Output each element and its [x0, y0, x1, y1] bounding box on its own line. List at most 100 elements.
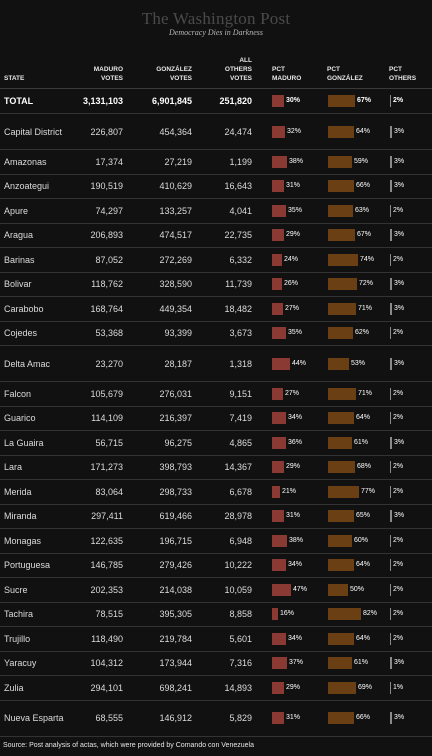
pct-others-label: 3% — [394, 438, 405, 446]
pct-others-bar — [390, 485, 391, 498]
pct-gonzalez-label: 66% — [356, 714, 371, 721]
table-row: Anzoategui 190,519 410,629 16,643 31% 66% 3% — [0, 175, 432, 199]
header-pct-maduro-line1: PCT — [272, 66, 285, 73]
others-votes: 9,151 — [229, 388, 252, 399]
pct-gonzalez-label: 60% — [354, 536, 369, 544]
header-gonzalez-votes: GONZÁLEZ VOTES — [156, 65, 192, 83]
header-state: STATE — [4, 75, 25, 82]
pct-others-label: 3% — [394, 127, 405, 135]
gonzalez-votes: 454,364 — [159, 126, 192, 137]
pct-maduro-bar — [272, 657, 287, 670]
maduro-votes: 118,490 — [91, 633, 123, 644]
pct-gonzalez-label: 66% — [356, 182, 371, 190]
pct-maduro-label: 34% — [288, 634, 303, 642]
state-name: Falcon — [4, 388, 32, 399]
masthead: The Washington Post Democracy Dies in Da… — [0, 0, 432, 44]
pct-maduro-bar — [272, 387, 283, 400]
pct-others-label: 2% — [393, 414, 404, 422]
others-votes: 1,318 — [229, 358, 252, 369]
table-body: TOTAL 3,131,103 6,901,845 251,820 30% 67% 2% Ca… — [0, 89, 432, 737]
pct-maduro-label: 29% — [286, 683, 301, 691]
pct-maduro-bar — [272, 204, 286, 217]
pct-others-label: 2% — [393, 585, 404, 593]
pct-gonzalez-label: 74% — [360, 255, 375, 263]
pct-others-bar — [390, 302, 392, 315]
others-votes: 11,739 — [225, 279, 252, 290]
table-row: Aragua 206,893 474,517 22,735 29% 67% 3% — [0, 224, 432, 248]
pct-gonzalez-bar — [328, 608, 361, 621]
pct-others-bar — [390, 155, 392, 168]
gonzalez-votes: 449,354 — [159, 303, 192, 314]
pct-gonzalez-label: 64% — [356, 634, 371, 642]
pct-others-label: 2% — [393, 206, 404, 214]
state-name: Yaracuy — [4, 658, 37, 669]
pct-others-bar — [390, 461, 391, 474]
pct-gonzalez-label: 64% — [356, 127, 371, 135]
pct-others-label: 3% — [394, 359, 405, 367]
others-votes: 14,893 — [224, 682, 252, 693]
pct-maduro-bar — [272, 412, 286, 425]
pct-gonzalez-bar — [328, 180, 354, 193]
state-name: Bolivar — [4, 279, 32, 290]
maduro-votes: 78,515 — [95, 609, 123, 620]
pct-maduro-bar — [272, 583, 291, 596]
state-name: La Guaira — [4, 437, 44, 448]
pct-gonzalez-label: 53% — [351, 359, 366, 367]
pct-others-label: 2% — [393, 610, 404, 618]
pct-gonzalez-bar — [328, 302, 356, 315]
gonzalez-votes: 398,793 — [159, 462, 192, 473]
state-name: Barinas — [4, 254, 35, 265]
pct-maduro-bar — [272, 632, 286, 645]
header-others-votes-line3: VOTES — [229, 75, 252, 82]
table-row: Apure 74,297 133,257 4,041 35% 63% 2% — [0, 199, 432, 224]
gonzalez-votes: 214,038 — [159, 584, 192, 595]
pct-others-label: 2% — [393, 487, 404, 495]
pct-others-bar — [390, 559, 391, 572]
gonzalez-votes: 619,466 — [159, 511, 192, 522]
others-votes: 5,601 — [229, 633, 252, 644]
pct-gonzalez-label: 67% — [357, 231, 372, 239]
pct-gonzalez-bar — [328, 559, 354, 572]
state-name: Aragua — [4, 230, 34, 241]
others-votes: 18,482 — [224, 303, 252, 314]
pct-gonzalez-bar — [328, 461, 355, 474]
pct-gonzalez-bar — [328, 278, 357, 291]
pct-maduro-label: 21% — [282, 487, 297, 495]
pct-gonzalez-bar — [328, 510, 354, 523]
pct-maduro-bar — [272, 278, 282, 291]
others-votes: 7,316 — [229, 658, 252, 669]
gonzalez-votes: 27,219 — [164, 156, 192, 167]
state-name: Sucre — [4, 584, 28, 595]
pct-others-bar — [390, 583, 391, 596]
gonzalez-votes: 272,269 — [159, 254, 192, 265]
pct-others-bar — [390, 327, 391, 340]
gonzalez-votes: 96,275 — [164, 437, 192, 448]
table-row: Falcon 105,679 276,031 9,151 27% 71% 2% — [0, 382, 432, 407]
pct-maduro-bar — [272, 125, 285, 138]
pct-others-bar — [390, 412, 391, 425]
pct-others-bar — [390, 278, 392, 291]
gonzalez-votes: 173,944 — [159, 658, 192, 669]
state-name: Anzoategui — [4, 181, 50, 192]
pct-maduro-bar — [272, 681, 284, 694]
pct-others-label: 2% — [393, 536, 404, 544]
pct-maduro-label: 38% — [289, 536, 304, 544]
pct-others-label: 2% — [393, 463, 404, 471]
maduro-votes: 17,374 — [95, 156, 123, 167]
pct-maduro-label: 35% — [288, 329, 303, 337]
state-name: Nueva Esparta — [4, 713, 64, 723]
pct-maduro-label: 35% — [288, 206, 303, 214]
state-name: Guarico — [4, 413, 36, 424]
gonzalez-votes: 196,715 — [159, 535, 192, 546]
pct-others-bar — [390, 681, 391, 694]
pct-maduro-label: 37% — [289, 659, 304, 667]
pct-maduro-label: 27% — [285, 304, 300, 312]
table-row: Portuguesa 146,785 279,426 10,222 34% 64% 2% — [0, 554, 432, 578]
pct-others-label: 3% — [394, 714, 405, 721]
table-row: Barinas 87,052 272,269 6,332 24% 74% 2% — [0, 248, 432, 273]
pct-gonzalez-bar — [328, 657, 352, 670]
pct-others-bar — [390, 180, 392, 193]
pct-maduro-label: 30% — [286, 97, 301, 104]
maduro-votes: 104,312 — [90, 658, 123, 669]
pct-gonzalez-bar — [328, 155, 352, 168]
